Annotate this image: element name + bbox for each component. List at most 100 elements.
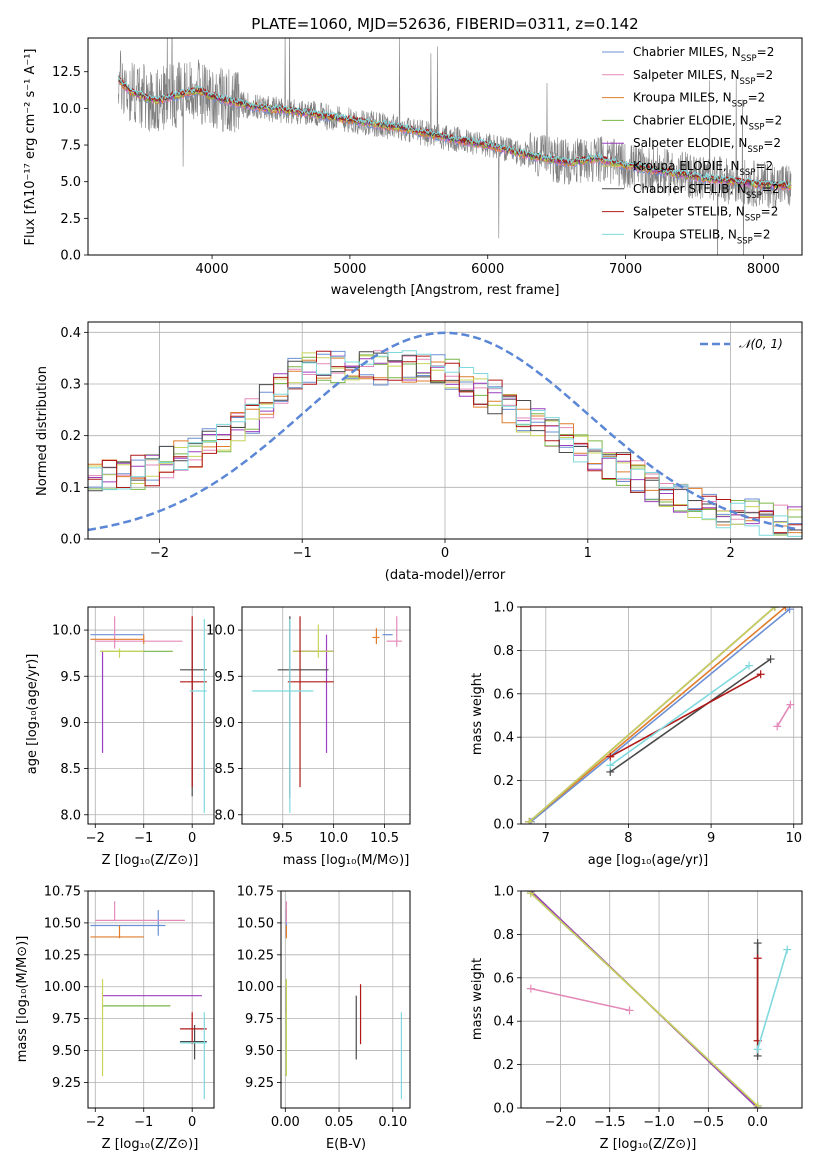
y-tick-label: 0.2 [60,429,81,444]
y-tick-label: 8.0 [214,808,235,823]
axes-frame [87,890,215,1109]
point-salpeter_stelib [180,616,207,788]
y-tick-label: 0.0 [493,1102,514,1117]
x-tick-label: −1 [134,831,153,846]
age-vs-mass-panel: 9.5 10.0 10.5 8.0 8.5 9.0 9.5 10.0 mass [log₁₀(… [206,606,411,868]
weight-age-ylabel: mass weight [470,673,485,755]
y-tick-label: 8.5 [214,762,235,777]
mass-vs-metallicity-panel: −2 −1 0 9.25 9.50 9.75 10.00 10.25 10.50 10.75 Z … [15,885,215,1152]
plot-content [90,901,207,1100]
residual-ylabel: Normed distribution [35,366,50,496]
y-tick-label: 10.50 [237,916,274,931]
y-tick-label: 0.4 [493,731,514,746]
y-tick-label: 0.8 [493,928,514,943]
y-tick-label: 8.5 [60,762,81,777]
point-kroupa_miles [372,628,380,644]
age-vs-metallicity-panel: −2 −1 0 8.0 8.5 9.0 9.5 10.0 Z [log₁₀(Z/Z⊙)] ag… [25,606,215,868]
weight-z-xlabel: Z [log₁₀(Z/Z⊙)] [600,1137,697,1152]
point-kroupa_miles [90,925,144,939]
y-tick-label: 10.25 [44,948,81,963]
weight-vs-metallicity-plot: −2.0 −1.5 −1.0 −0.5 0.0 0.0 0.2 0.4 0.6 0.8 1.0 [493,885,803,1130]
plot-content [117,38,792,255]
marker-kroupa_stelib [783,945,792,954]
marker-salpeter_miles [526,984,535,993]
x-tick-label: 6000 [471,262,504,277]
line-chabrier_miles [530,608,791,823]
line-kroupa_miles [528,607,787,823]
x-tick-label: 0.10 [378,1115,407,1130]
point-salpeter_miles [95,901,185,921]
mass-vs-ebv-plot: 0.00 0.05 0.10 9.25 9.50 9.75 10.00 10.25 10.50 1… [237,885,411,1130]
axes-frame [520,890,803,1109]
y-tick-label: 9.75 [245,1012,274,1027]
histogram-chabrier_stelib [88,351,802,534]
y-tick-label: 10.75 [237,885,274,900]
weight-vs-age-plot: 7 8 9 10 0.0 0.2 0.4 0.6 0.8 1.0 [493,601,803,846]
y-tick-label: 0.8 [493,644,514,659]
plot-content [90,616,207,813]
line-kroupa_elodie [528,607,776,823]
spectrum-title: PLATE=1060, MJD=52636, FIBERID=0311, z=0… [251,15,638,33]
axes-frame [87,37,803,256]
y-tick-label: 0.3 [60,378,81,393]
y-tick-label: 2.5 [60,212,81,227]
model-spectrum-kroupa_stelib [117,75,791,187]
age-vs-mass-plot: 9.5 10.0 10.5 8.0 8.5 9.0 9.5 10.0 [206,606,411,846]
x-tick-label: −2.0 [545,1115,577,1130]
x-tick-label: 0.0 [747,1115,768,1130]
x-tick-label: −2 [150,546,169,561]
y-tick-label: 5.0 [60,175,81,190]
plot-content [88,331,802,537]
x-tick-label: 0 [441,546,449,561]
point-salpeter_stelib [180,1012,207,1045]
x-tick-label: 10.5 [370,831,399,846]
point-salpeter_miles [95,616,183,649]
y-tick-label: 10.50 [44,916,81,931]
plot-content [525,607,795,824]
x-tick-label: 7 [542,831,550,846]
x-tick-label: 5000 [333,262,366,277]
y-tick-label: 0.4 [493,1015,514,1030]
point-chabrier_stelib [180,1025,207,1060]
x-tick-label: −1 [134,1115,153,1130]
model-spectrum-salpeter_stelib [117,75,792,188]
age-z-xlabel: Z [log₁₀(Z/Z⊙)] [102,853,199,868]
mass-z-xlabel: Z [log₁₀(Z/Z⊙)] [102,1137,199,1152]
point-salpeter_miles [386,616,402,647]
x-tick-label: −2 [86,1115,105,1130]
marker-kroupa_elodie [753,1101,762,1108]
y-tick-label: 0.1 [60,481,81,496]
y-tick-label: 10.00 [237,980,274,995]
mass-vs-metallicity-plot: −2 −1 0 9.25 9.50 9.75 10.00 10.25 10.50 10.75 [44,885,215,1130]
y-tick-label: 10.0 [206,624,235,639]
plot-content [285,901,402,1100]
age-vs-metallicity-plot: −2 −1 0 8.0 8.5 9.0 9.5 10.0 [52,606,215,846]
spectrum-plot: 4000 5000 6000 7000 8000 0.0 2.5 5.0 7.5 10.0 12.5… [52,37,803,277]
weight-age-xlabel: age [log₁₀(age/yr)] [588,853,709,868]
line-kroupa_elodie [530,892,759,1107]
y-tick-label: 9.0 [60,716,81,731]
point-kroupa_stelib [180,1012,207,1100]
marker-chabrier_stelib [766,655,775,664]
x-tick-label: 9.5 [272,831,293,846]
line-salpeter_miles [530,987,630,1012]
y-tick-label: 1.0 [493,601,514,616]
spectrum-panel: PLATE=1060, MJD=52636, FIBERID=0311, z=0… [23,15,803,298]
residual-histogram-plot: −2 −1 0 1 2 0.0 0.1 0.2 0.3 0.4 𝒩(0, 1) [60,321,803,561]
x-tick-label: 4000 [196,262,229,277]
y-tick-label: 9.0 [214,716,235,731]
normal-legend-label: 𝒩(0, 1) [739,337,783,351]
weight-vs-age-panel: 7 8 9 10 0.0 0.2 0.4 0.6 0.8 1.0 age [log₁₀(age/y… [470,601,803,868]
weight-z-ylabel: mass weight [470,958,485,1040]
marker-kroupa_elodie [770,607,779,611]
point-kroupa_miles [90,634,145,644]
point-kroupa_stelib [189,619,207,813]
axes-frame [241,606,411,825]
y-tick-label: 0.4 [60,326,81,341]
x-tick-label: 0 [188,831,196,846]
x-tick-label: −1.0 [643,1115,675,1130]
marker-salpeter_stelib [753,954,762,963]
age-z-ylabel: age [log₁₀(age/yr)] [25,654,40,775]
marker-kroupa_miles [781,607,790,611]
